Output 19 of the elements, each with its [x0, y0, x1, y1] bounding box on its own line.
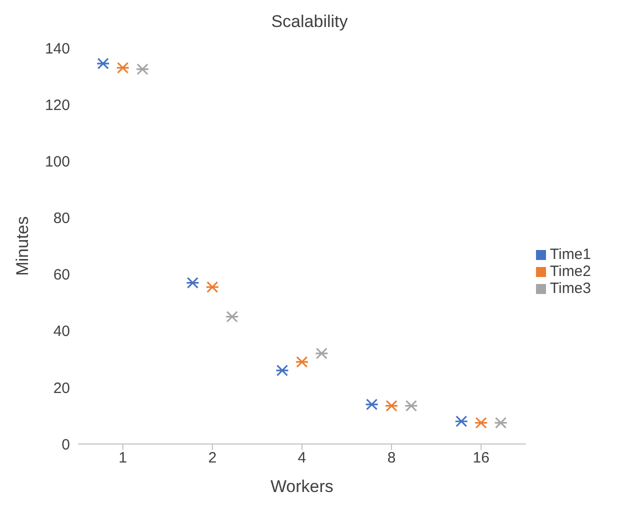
- x-tick-label: 4: [298, 450, 306, 467]
- legend-label: Time1: [550, 246, 591, 262]
- y-tick-label: 20: [53, 380, 70, 397]
- y-tick-label: 100: [44, 153, 70, 170]
- x-tick-label: 2: [208, 450, 217, 467]
- legend-label: Time3: [550, 280, 591, 296]
- x-tick-label: 1: [118, 450, 127, 467]
- y-tick-label: 140: [44, 40, 70, 58]
- y-tick-label: 0: [62, 436, 70, 454]
- y-tick-label: 80: [53, 210, 70, 228]
- legend-label: Time2: [550, 262, 591, 280]
- x-tick-label: 8: [387, 450, 396, 467]
- x-tick-label: 16: [472, 450, 490, 467]
- x-axis-title: Workers: [270, 477, 334, 496]
- chart-title: Scalability: [270, 11, 349, 33]
- y-tick-label: 40: [53, 323, 70, 340]
- y-tick-label: 60: [53, 266, 70, 284]
- y-axis-title: Minutes: [13, 216, 32, 276]
- y-tick-label: 120: [44, 96, 70, 114]
